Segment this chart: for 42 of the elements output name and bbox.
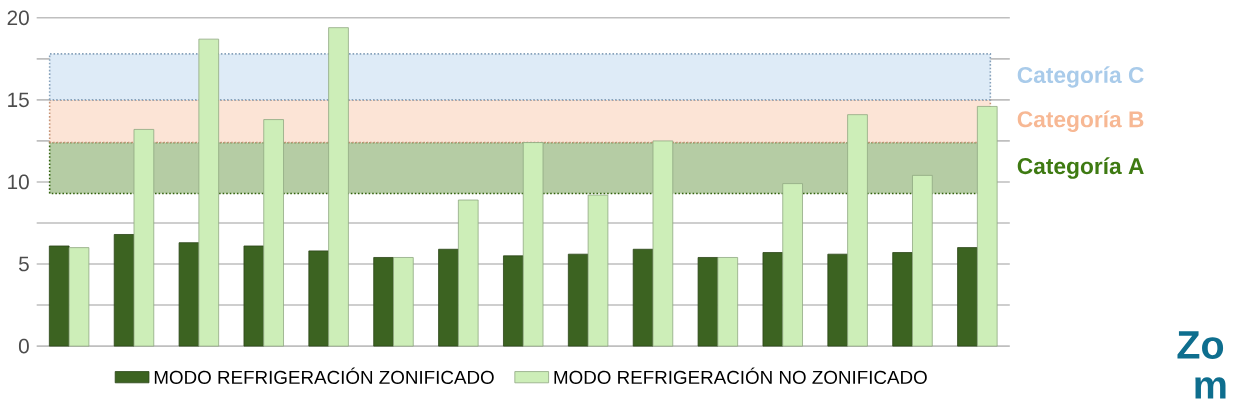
band-label: Categoría C: [1017, 65, 1144, 88]
bar: [328, 27, 349, 347]
bar: [522, 141, 544, 347]
bar: [457, 199, 479, 347]
text: m: [1195, 376, 1226, 399]
legend-label: MODO REFRIGERACIÓN ZONIFICADO: [154, 367, 494, 384]
bar: [847, 114, 868, 347]
bar: [373, 256, 394, 347]
bar: [652, 140, 674, 347]
bar: [308, 250, 330, 347]
bar: [912, 174, 933, 347]
bar: [827, 253, 849, 347]
bar: [892, 251, 913, 347]
y-tick-label: 15: [8, 92, 29, 107]
bar: [393, 256, 414, 347]
bar: [782, 182, 803, 347]
bar: [957, 247, 978, 347]
bar: [263, 118, 284, 347]
y-tick-label: 5: [18, 256, 29, 272]
bar: [976, 105, 998, 347]
bar: [438, 248, 459, 347]
bar: [503, 255, 524, 347]
y-tick-label: 0: [18, 338, 29, 354]
bar: [762, 251, 784, 347]
bar: [178, 242, 200, 347]
bar: [113, 233, 135, 347]
legend-label: MODO REFRIGERACIÓN NO ZONIFICADO: [554, 367, 927, 384]
bar: [717, 256, 739, 347]
text: Zo: [1177, 331, 1224, 359]
bar: [198, 38, 220, 347]
band-label: Categoría A: [1017, 157, 1144, 179]
bar: [697, 256, 719, 347]
bar: [68, 247, 90, 347]
bar: [243, 245, 265, 347]
bar: [133, 128, 155, 347]
y-tick-label: 10: [8, 174, 29, 190]
y-tick-label: 20: [7, 10, 29, 25]
bar: [567, 253, 589, 347]
bar: [587, 194, 609, 347]
band-label: Categoría B: [1017, 110, 1144, 132]
bar: [632, 248, 654, 347]
bar: [48, 245, 70, 347]
